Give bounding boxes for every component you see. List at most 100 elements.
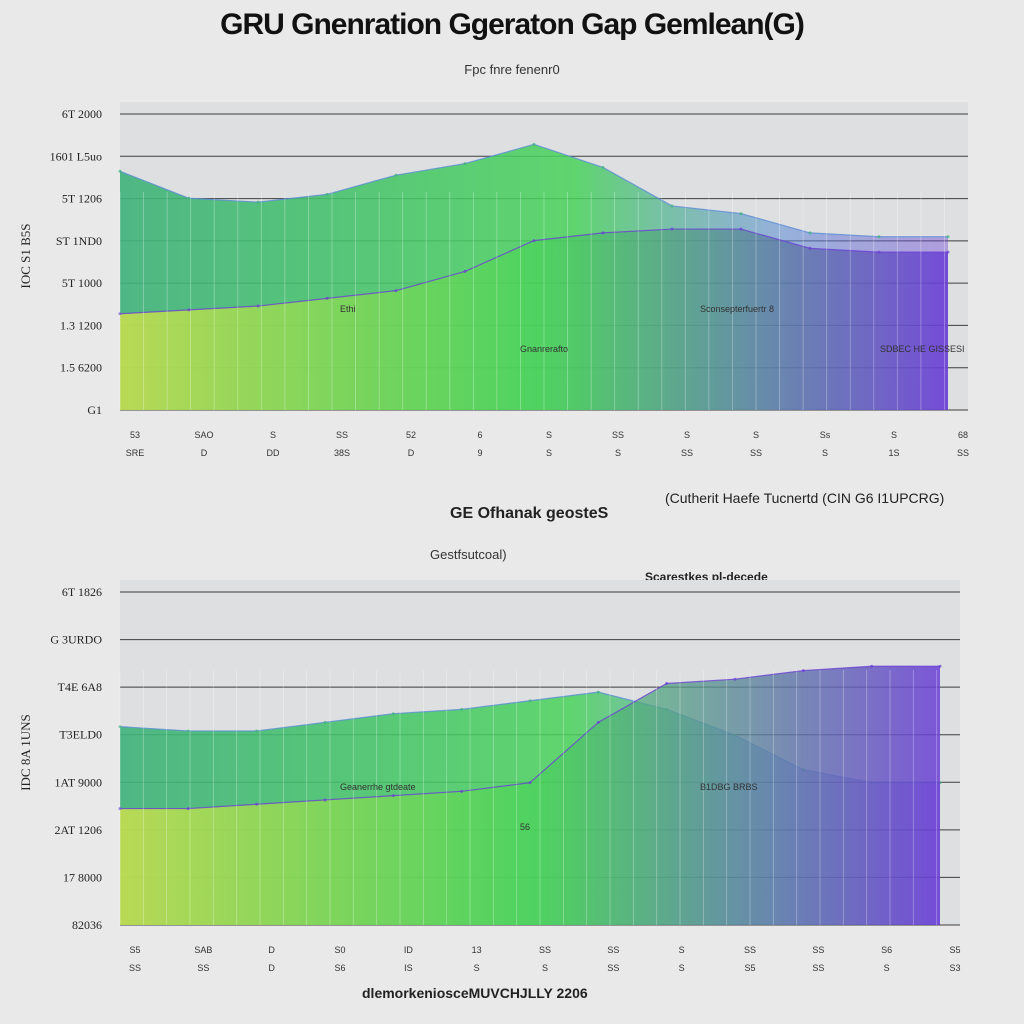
x-tick-label: D: [268, 945, 275, 955]
data-point: [460, 789, 464, 793]
x-tick-label: S5: [949, 945, 960, 955]
x-tick-label: S: [546, 430, 552, 440]
x-tick-label: SRE: [126, 448, 145, 458]
data-point: [394, 289, 398, 293]
data-point: [256, 304, 260, 308]
y-tick-label: 1.3 1200: [60, 318, 102, 332]
x-tick-label: SS: [812, 945, 824, 955]
x-tick-label: S: [753, 430, 759, 440]
x-tick-label: 6: [477, 430, 482, 440]
y-tick-label: 2AT 1206: [55, 823, 102, 837]
data-point: [596, 720, 600, 724]
y-axis-title: IDC 8A 1UNS: [18, 714, 33, 791]
annotation: Ethi: [340, 304, 356, 314]
data-point: [946, 250, 950, 254]
y-tick-label: G1: [87, 403, 102, 417]
y-tick-label: G 3URDO: [50, 633, 102, 647]
annotation: Gnanrerafto: [520, 344, 568, 354]
data-point: [532, 142, 536, 146]
x-tick-label: DD: [267, 448, 280, 458]
x-tick-label: 53: [130, 430, 140, 440]
y-tick-label: 1.5 6200: [60, 361, 102, 375]
data-point: [118, 312, 122, 316]
y-axis-title: IOC S1 B5S: [18, 223, 33, 288]
data-point: [596, 690, 600, 694]
data-point: [187, 196, 191, 200]
data-point: [808, 231, 812, 235]
x-tick-label: ID: [404, 945, 414, 955]
data-point: [118, 169, 122, 173]
y-tick-label: 6T 1826: [62, 585, 102, 599]
data-point: [601, 231, 605, 235]
data-point: [808, 246, 812, 250]
data-point: [877, 235, 881, 239]
data-point: [325, 296, 329, 300]
x-tick-label: S3: [949, 963, 960, 973]
data-point: [394, 173, 398, 177]
x-tick-label: 68: [958, 430, 968, 440]
data-point: [670, 227, 674, 231]
annotation: B1DBG BRBS: [700, 782, 758, 792]
chart2-title: GE Ofhanak geosteS: [450, 505, 609, 522]
x-tick-label: SS: [539, 945, 551, 955]
x-tick-label: SS: [957, 448, 969, 458]
data-point: [460, 707, 464, 711]
y-tick-label: 5T 1206: [62, 192, 102, 206]
x-tick-label: SS: [129, 963, 141, 973]
x-tick-label: SS: [750, 448, 762, 458]
page-title: GRU Gnenration Ggeraton Gap Gemlean(G): [220, 8, 805, 41]
y-tick-label: 17 8000: [63, 870, 102, 884]
y-tick-label: ST 1ND0: [56, 234, 102, 248]
x-tick-label: S: [884, 963, 890, 973]
data-point: [118, 725, 122, 729]
annotation: Geanerrhe gtdeate: [340, 782, 416, 792]
annotation: 56: [520, 822, 530, 832]
annotation: Sconsepterfuertr 8: [700, 304, 774, 314]
data-point: [870, 664, 874, 668]
data-point: [391, 794, 395, 798]
x-tick-label: SS: [607, 945, 619, 955]
x-tick-label: S: [679, 945, 685, 955]
x-tick-label: SS: [607, 963, 619, 973]
y-tick-label: 1601 L5uo: [50, 149, 102, 163]
y-tick-label: 6T 2000: [62, 107, 102, 121]
y-tick-label: 5T 1000: [62, 276, 102, 290]
chart2-subtitle: Gestfsutcoal): [430, 547, 507, 562]
x-tick-label: 52: [406, 430, 416, 440]
data-point: [187, 308, 191, 312]
x-tick-label: 13: [472, 945, 482, 955]
annotation: SDBEC HE GISSESI: [880, 344, 965, 354]
data-point: [463, 269, 467, 273]
data-point: [323, 720, 327, 724]
data-point: [601, 165, 605, 169]
data-point: [670, 204, 674, 208]
footer-caption: dlemorkeniosceMUVCHJLLY 2206: [362, 985, 588, 1001]
data-point: [463, 162, 467, 166]
x-tick-label: S: [822, 448, 828, 458]
data-point: [528, 699, 532, 703]
x-tick-label: Ss: [820, 430, 831, 440]
x-tick-label: 1S: [888, 448, 899, 458]
x-tick-label: S6: [334, 963, 345, 973]
data-point: [801, 669, 805, 673]
x-tick-label: S: [542, 963, 548, 973]
data-point: [733, 677, 737, 681]
x-tick-label: S: [615, 448, 621, 458]
chart-bottom: 6T 1826 G 3URDO T4E 6A8 T3ELD0 1AT 9000 2AT 1…: [18, 580, 961, 973]
x-tick-label: S0: [334, 945, 345, 955]
x-tick-label: SS: [612, 430, 624, 440]
x-tick-label: S: [684, 430, 690, 440]
data-point: [255, 802, 259, 806]
x-tick-label: D: [201, 448, 208, 458]
y-tick-label: 82036: [72, 918, 102, 932]
x-tick-label: IS: [404, 963, 413, 973]
chart1-caption: (Cutherit Haefe Tucnertd (CIN G6 I1UPCRG…: [665, 490, 945, 506]
y-tick-label: 1AT 9000: [55, 775, 102, 789]
chart-top: 6T 2000 1601 L5uo 5T 1206 ST 1ND0 5T 1000 1.3…: [18, 102, 969, 458]
x-tick-label: S: [474, 963, 480, 973]
y-tick-label: T4E 6A8: [58, 680, 102, 694]
data-point: [186, 807, 190, 811]
x-tick-label: SS: [336, 430, 348, 440]
data-point: [255, 729, 259, 733]
x-tick-label: 9: [477, 448, 482, 458]
